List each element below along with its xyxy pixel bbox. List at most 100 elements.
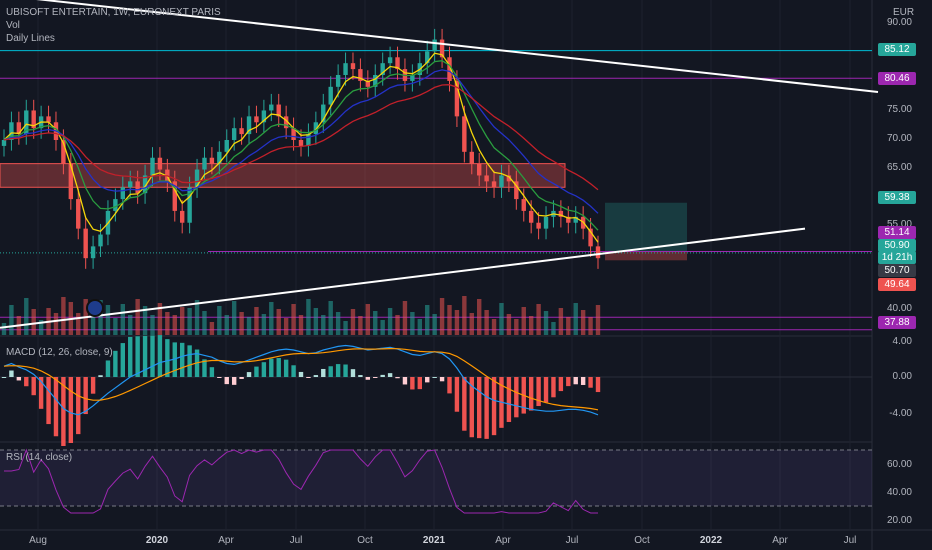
volume-bar: [439, 298, 445, 335]
time-label: Jul: [565, 535, 579, 546]
volume-bar: [469, 313, 474, 335]
macd-histogram-bar: [410, 377, 415, 390]
macd-histogram-bar: [1, 377, 7, 378]
volume-bar: [402, 301, 408, 335]
badge-stop: 49.64: [878, 278, 916, 291]
candle-body: [528, 210, 534, 223]
candle-body: [335, 75, 341, 87]
volume-bar: [53, 313, 59, 335]
main-legend: UBISOFT ENTERTAIN, 1W, EURONEXT PARIS Vo…: [6, 6, 221, 45]
candle-body: [90, 246, 96, 259]
candle-body: [343, 63, 348, 75]
candle-body: [306, 134, 311, 146]
candle-body: [558, 210, 564, 217]
badge-resistance: 85.12: [878, 43, 916, 56]
macd-histogram-bar: [573, 377, 578, 385]
candle-body: [120, 187, 125, 200]
candle-body: [521, 199, 526, 211]
volume-bar: [187, 308, 192, 335]
macd-histogram-bar: [135, 336, 140, 377]
macd-histogram-bar: [150, 335, 155, 377]
macd-tick: -4.00: [889, 408, 912, 419]
candle-body: [395, 57, 400, 70]
macd-histogram-bar: [31, 377, 36, 396]
candle-body: [350, 63, 356, 70]
candle-body: [499, 175, 504, 188]
candle-body: [24, 110, 29, 135]
time-label: Jul: [843, 535, 857, 546]
macd-histogram-bar: [491, 377, 497, 436]
macd-histogram-bar: [298, 371, 304, 377]
volume-bar: [373, 311, 378, 335]
daily-lines-label: Daily Lines: [6, 33, 55, 44]
volume-bar: [142, 306, 148, 335]
rsi-tick: 40.00: [886, 487, 912, 498]
macd-histogram-bar: [514, 377, 519, 418]
currency-label: EUR: [893, 7, 915, 18]
macd-histogram-bar: [580, 377, 586, 385]
macd-histogram-bar: [447, 377, 452, 394]
time-label: Apr: [218, 535, 234, 546]
volume-bar: [135, 299, 140, 335]
candle-body: [373, 75, 378, 87]
volume-bar: [165, 312, 170, 335]
time-label: 2021: [422, 535, 446, 546]
candle-body: [16, 122, 22, 135]
ema-mid-line: [3, 60, 599, 231]
macd-histogram-bar: [358, 375, 363, 377]
volume-bar: [566, 317, 571, 335]
candle-body: [46, 116, 51, 123]
volume-bar: [395, 315, 400, 335]
macd-histogram-bar: [157, 335, 163, 377]
volume-bar: [447, 305, 452, 335]
candle-body: [142, 175, 148, 194]
macd-histogram-bar: [469, 377, 474, 438]
time-label: 2022: [699, 535, 723, 546]
ema-slow-line: [3, 69, 599, 214]
macd-histogram-bar: [595, 377, 601, 393]
candle-body: [239, 128, 244, 135]
macd-tick: 4.00: [892, 336, 912, 347]
volume-bar: [580, 310, 586, 335]
candle-body: [194, 169, 200, 188]
candle-body: [1, 140, 7, 146]
candle-body: [157, 157, 163, 170]
rsi-line: [4, 448, 598, 514]
volume-bar: [128, 315, 133, 335]
volume-bar: [432, 314, 437, 335]
macd-histogram-bar: [224, 377, 229, 385]
candle-body: [202, 157, 207, 170]
candle-body: [135, 181, 140, 194]
volume-bar: [328, 301, 333, 335]
macd-histogram-bar: [283, 359, 289, 377]
candle-body: [425, 51, 430, 64]
candle-body: [224, 140, 229, 152]
candle-body: [269, 104, 274, 111]
volume-bar: [231, 301, 237, 335]
ema-long-line: [3, 84, 599, 191]
macd-histogram-bar: [261, 362, 267, 377]
macd-histogram-bar: [484, 377, 489, 439]
target-box: [605, 202, 687, 252]
candle-body: [231, 128, 237, 140]
volume-bar: [261, 314, 267, 335]
candle-body: [543, 216, 549, 229]
volume-bar: [410, 312, 415, 335]
macd-histogram-bar: [209, 367, 215, 377]
candle-body: [588, 228, 593, 247]
volume-bar: [276, 309, 281, 335]
candle-body: [291, 128, 296, 140]
volume-bar: [172, 315, 177, 335]
volume-bar: [313, 308, 319, 335]
candle-body: [321, 104, 326, 123]
macd-histogram-bar: [462, 377, 467, 431]
volume-bar: [558, 308, 564, 335]
candle-body: [313, 122, 319, 135]
volume-bar: [387, 308, 393, 335]
candle-body: [387, 57, 393, 64]
volume-bar: [31, 309, 36, 335]
volume-bar: [321, 315, 326, 335]
volume-bar: [38, 320, 44, 335]
macd-histogram-bar: [217, 377, 222, 378]
